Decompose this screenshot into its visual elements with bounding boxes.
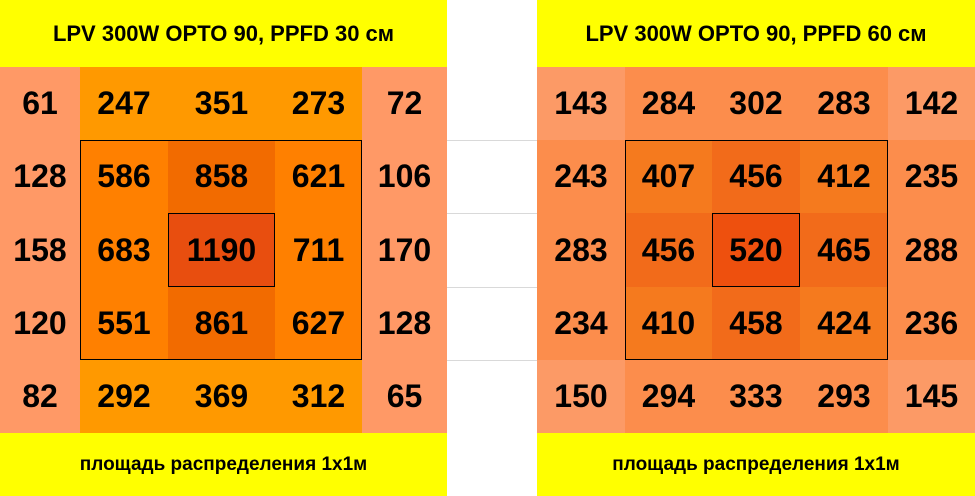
grid-cell: 456 [625, 213, 712, 287]
grid-cell: 106 [362, 140, 447, 213]
grid-cell: 170 [362, 213, 447, 287]
grid-cell: 82 [0, 360, 80, 433]
grid-cell: 858 [168, 140, 275, 213]
grid-cell: 243 [537, 140, 625, 213]
grid-line [447, 140, 537, 141]
grid-cell: 247 [80, 67, 168, 140]
grid-cell: 302 [712, 67, 800, 140]
grid-cell: 150 [537, 360, 625, 433]
panel-title: LPV 300W OPTO 90, PPFD 30 см [0, 0, 447, 67]
grid-cell: 410 [625, 287, 712, 360]
panel-footer: площадь распределения 1х1м [0, 433, 447, 496]
grid-cell: 456 [712, 140, 800, 213]
grid-cell: 235 [888, 140, 975, 213]
grid-cell: 465 [800, 213, 888, 287]
grid-cell: 551 [80, 287, 168, 360]
grid-cell: 236 [888, 287, 975, 360]
grid-cell: 234 [537, 287, 625, 360]
grid-cell: 288 [888, 213, 975, 287]
grid-cell: 273 [275, 67, 362, 140]
grid-cell: 142 [888, 67, 975, 140]
grid-cell: 520 [712, 213, 800, 287]
grid-cell: 145 [888, 360, 975, 433]
grid-cell: 683 [80, 213, 168, 287]
grid-cell: 283 [800, 67, 888, 140]
panel-title: LPV 300W OPTO 90, PPFD 60 см [537, 0, 975, 67]
grid-cell: 65 [362, 360, 447, 433]
panel-footer: площадь распределения 1х1м [537, 433, 975, 496]
grid-cell: 128 [362, 287, 447, 360]
grid-cell: 72 [362, 67, 447, 140]
grid-cell: 120 [0, 287, 80, 360]
grid-cell: 586 [80, 140, 168, 213]
grid-cell: 293 [800, 360, 888, 433]
grid-cell: 412 [800, 140, 888, 213]
grid-cell: 369 [168, 360, 275, 433]
grid-cell: 283 [537, 213, 625, 287]
grid-cell: 312 [275, 360, 362, 433]
grid-cell: 333 [712, 360, 800, 433]
grid-cell: 627 [275, 287, 362, 360]
grid-cell: 284 [625, 67, 712, 140]
grid-cell: 407 [625, 140, 712, 213]
grid-line [447, 213, 537, 214]
grid-cell: 143 [537, 67, 625, 140]
grid-line [447, 360, 537, 361]
grid-cell: 861 [168, 287, 275, 360]
grid-cell: 424 [800, 287, 888, 360]
grid-cell: 711 [275, 213, 362, 287]
grid-cell: 1190 [168, 213, 275, 287]
grid-cell: 351 [168, 67, 275, 140]
grid-cell: 294 [625, 360, 712, 433]
grid-cell: 621 [275, 140, 362, 213]
grid-cell: 128 [0, 140, 80, 213]
grid-cell: 61 [0, 67, 80, 140]
grid-cell: 292 [80, 360, 168, 433]
grid-cell: 158 [0, 213, 80, 287]
grid-line [447, 287, 537, 288]
grid-cell: 458 [712, 287, 800, 360]
